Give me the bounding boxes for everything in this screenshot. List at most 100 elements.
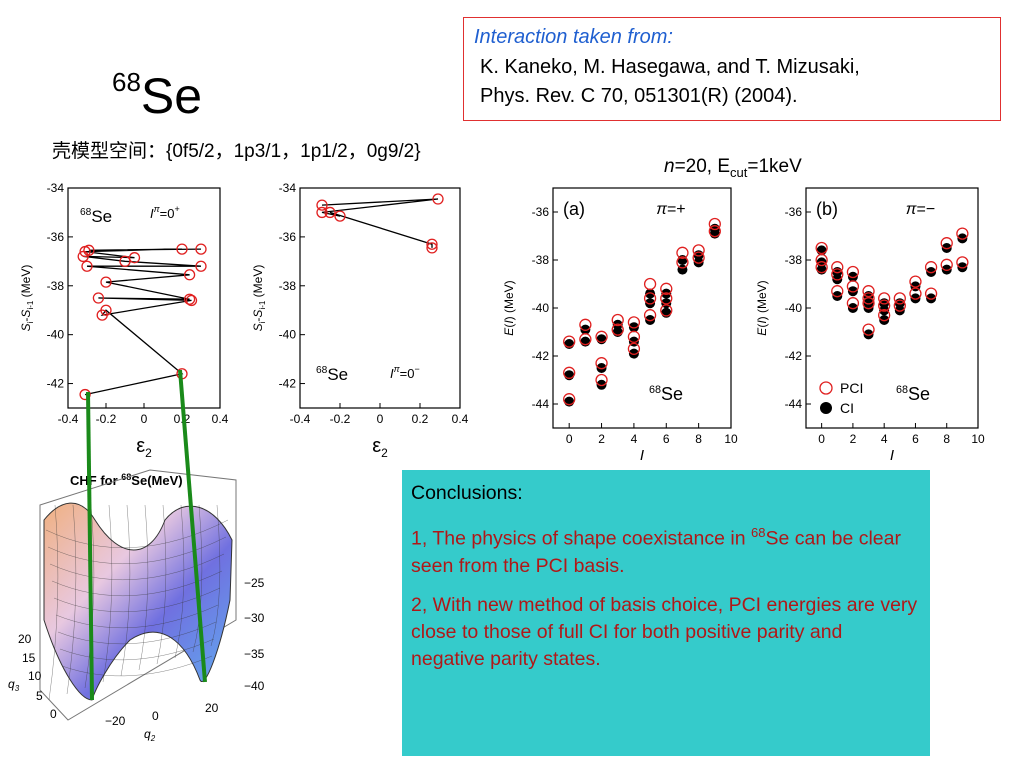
ci-point [926, 267, 937, 277]
mesh-line [84, 504, 95, 689]
pci-point [692, 244, 705, 257]
data-point [79, 388, 91, 401]
x-tick-label: 0.4 [212, 412, 229, 426]
legend-pci-marker [819, 381, 833, 395]
q-sub: 2 [150, 734, 156, 743]
ylabel-I: I [502, 320, 516, 324]
pci-point [956, 227, 969, 240]
state-parity: − [414, 364, 419, 374]
y-axis-label: E(I) (MeV) [502, 280, 516, 335]
pci-point [878, 299, 891, 312]
ylabel-part: (MeV) [19, 265, 33, 301]
ylabel-unit: ) (MeV) [755, 280, 769, 320]
nucleus-mass: 68 [316, 365, 328, 376]
pci-point [660, 292, 673, 305]
connector-line-prolate [178, 369, 207, 683]
data-point [426, 238, 438, 250]
pci-point [831, 268, 844, 281]
mesh-line [66, 504, 77, 695]
state-parity: + [174, 204, 179, 214]
ci-point [628, 322, 639, 333]
y-tick-label: 0 [50, 707, 57, 721]
x-tick-label: 4 [881, 432, 888, 446]
conclusion-1-mass: 68 [751, 525, 766, 540]
calculation-conditions: n=20, Ecut=1keV [664, 156, 802, 180]
x-axis-label: q2 [144, 727, 156, 743]
conclusion-item-2: 2, With new method of basis choice, PCI … [411, 593, 918, 670]
surface-box [39, 469, 237, 721]
ci-point [832, 274, 843, 285]
title-mass-number: 68 [112, 67, 141, 97]
y-axis-label: E(I) (MeV) [755, 280, 769, 335]
state-pi: π [394, 364, 401, 374]
reference-journal: Phys. Rev. C 70, 051301(R) (2004). [480, 85, 798, 107]
y-tick-label: -40 [279, 328, 297, 342]
ylabel-E: E [755, 327, 769, 336]
pci-point [676, 256, 689, 269]
nucleus-mass: 68 [80, 207, 92, 218]
state-label: Iπ=0− [390, 364, 420, 381]
x-tick-label: 8 [943, 432, 950, 446]
x-axis-label: ε2 [136, 435, 152, 460]
ci-point [628, 348, 639, 359]
pci-point [846, 265, 860, 279]
x-tick-label: 2 [598, 432, 605, 446]
ci-point [926, 293, 937, 304]
reference-authors: K. Kaneko, M. Hasegawa, and T. Mizusaki, [480, 56, 860, 78]
ci-point [645, 315, 656, 325]
pci-point [627, 342, 641, 355]
ci-point [941, 243, 952, 253]
ylabel-sub: i-1 [26, 300, 35, 309]
ci-point [879, 315, 890, 325]
pci-point [956, 256, 969, 269]
x-axis-label: I [640, 447, 644, 464]
pci-point [643, 309, 657, 322]
series-line [321, 198, 439, 248]
pci-point [563, 393, 576, 406]
panel-label: (a) [563, 199, 585, 219]
ci-point [645, 298, 656, 309]
ci-point [941, 264, 952, 275]
surface-title-post: Se(MeV) [131, 473, 182, 488]
surface-title: CHF for 68Se(MeV) [70, 472, 183, 488]
ci-point [957, 262, 968, 273]
xlabel-eps: ε [372, 435, 381, 457]
x-tick-label: 6 [912, 432, 919, 446]
pci-point [924, 261, 938, 274]
mesh-line [48, 504, 59, 701]
x-tick-label: 0 [377, 412, 384, 426]
mesh-line [156, 504, 167, 665]
nucleus-symbol: Se [91, 207, 112, 226]
ylabel-part: (MeV) [251, 265, 265, 301]
xlabel-sub: 2 [145, 446, 152, 460]
y-tick-label: -38 [532, 253, 550, 267]
mesh-line [138, 504, 149, 671]
x-tick-label: -0.4 [58, 412, 79, 426]
mesh-line [192, 504, 203, 653]
conclusion-1-text-end: Se can be clear seen from the PCI basis. [411, 527, 901, 577]
pci-point [893, 292, 906, 305]
surface-title-pre: CHF for [70, 473, 121, 488]
conclusion-item-1: 1, The physics of shape coexistance in 6… [411, 519, 921, 580]
pci-point [611, 313, 624, 327]
ci-point [847, 286, 858, 297]
pci-point [846, 297, 860, 310]
data-point [83, 244, 95, 256]
y-tick-label: -36 [279, 230, 297, 244]
nucleus-symbol: Se [908, 384, 930, 404]
mesh-line [210, 504, 221, 647]
pci-point [940, 258, 953, 271]
pci-point [611, 323, 624, 336]
chart-sisi-negative: -0.4 -0.2 0 0.2 0.4 -42 -40 -38 -36 -34 68Se Iπ=0− S… [251, 181, 469, 460]
conclusions-box: Conclusions: 1, The physics of shape coe… [402, 470, 930, 756]
connector-line-oblate [86, 391, 94, 701]
y-tick-label: -42 [47, 377, 65, 391]
q-letter: q [8, 677, 15, 691]
ylabel-I: I [755, 320, 769, 324]
pci-point [579, 333, 592, 346]
x-tick-label: 0 [818, 432, 825, 446]
ci-point [863, 329, 874, 340]
chart-sisi-positive: -0.4-0.200.20.4-42-40-38-36-3468SeIπ=0+S… [19, 181, 229, 460]
